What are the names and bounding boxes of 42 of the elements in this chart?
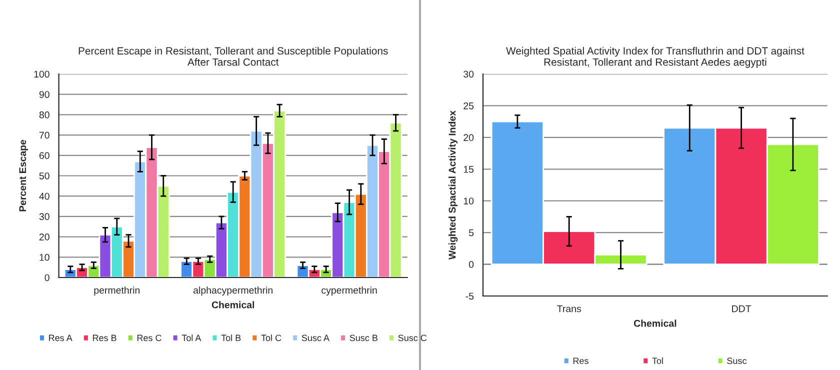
x-tick-label: cypermethrin	[322, 286, 377, 296]
y-tick-label: 10	[464, 198, 474, 204]
y-tick-label: 0	[468, 261, 474, 268]
y-axis-title: Weighted Spactial Activity Index	[448, 110, 458, 260]
y-tick-label: 15	[464, 166, 474, 173]
chart-title: Weighted Spatial Activity Index for Transfluthrin and DDT against Resistant, Tollerant and Resistant Aedes aegypti	[506, 46, 804, 68]
y-axis-title: Percent Escape	[19, 140, 28, 212]
legend-label: Res C	[137, 334, 162, 342]
x-axis-title: Chemical	[212, 301, 254, 308]
legend-label: Tol A	[182, 334, 202, 342]
y-tick-label: 10	[40, 254, 50, 261]
legend-label: Susc B	[350, 334, 378, 342]
y-tick-label: 5	[468, 229, 474, 236]
legend-label: Res B	[92, 334, 116, 342]
y-tick-label: 60	[39, 152, 50, 160]
y-tick-label: 30	[39, 213, 50, 220]
y-tick-label: 20	[464, 134, 474, 142]
legend-label: Tol B	[221, 334, 241, 342]
chart-title: Percent Escape in Resistant, Tollerant and Susceptible Populations After Tarsal Contact	[78, 46, 388, 66]
y-tick-label: -5	[466, 292, 474, 300]
y-tick-label: 40	[39, 192, 50, 200]
x-tick-label: alphacypermethrin	[194, 286, 272, 296]
legend-label: Susc A	[302, 334, 330, 342]
y-tick-label: 70	[39, 132, 50, 139]
legend-label: Tol	[652, 357, 663, 364]
y-tick-label: 90	[39, 91, 50, 98]
legend-label: Res	[573, 358, 588, 364]
legend-label: Res A	[49, 334, 72, 342]
legend-label: Susc C	[398, 334, 427, 342]
x-axis-title: Chemical	[634, 320, 676, 327]
y-tick-label: 25	[464, 102, 474, 110]
legend-label: Tol C	[261, 334, 282, 342]
x-tick-label: permethrin	[94, 286, 140, 296]
y-tick-label: 80	[39, 111, 50, 118]
legend-label: Susc	[727, 358, 746, 364]
y-tick-label: 50	[39, 172, 50, 180]
y-tick-label: 100	[34, 70, 50, 78]
y-tick-label: 0	[44, 274, 50, 282]
y-tick-label: 20	[39, 234, 50, 240]
y-tick-label: 30	[464, 70, 474, 78]
x-tick-label: DDT	[732, 305, 752, 312]
x-tick-label: Trans	[557, 305, 581, 312]
